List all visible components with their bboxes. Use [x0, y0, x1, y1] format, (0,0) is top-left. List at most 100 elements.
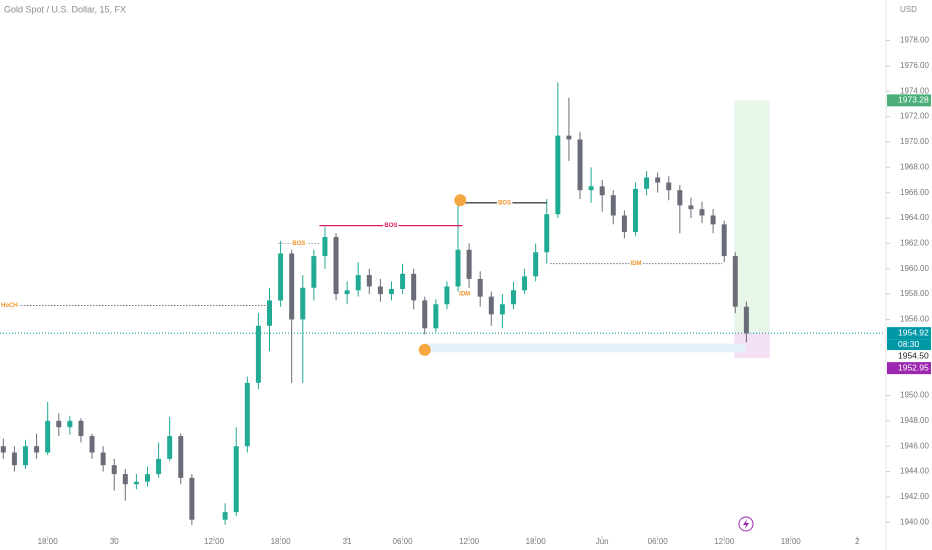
price-label-box [887, 94, 931, 107]
y-tick-label: 1944.00 [900, 467, 929, 476]
y-tick-label: 1978.00 [900, 36, 929, 45]
x-tick-label: Jun [596, 537, 609, 546]
y-tick-label: 1964.00 [900, 213, 929, 222]
lightning-icon[interactable] [738, 516, 754, 532]
structure-label: IDM [631, 261, 642, 267]
candle-body [621, 215, 627, 232]
y-tick-label: 1966.00 [900, 188, 929, 197]
y-tick-label: 1968.00 [900, 162, 929, 171]
candle-body [644, 177, 650, 189]
candle-body [300, 287, 306, 320]
candle-body [699, 209, 705, 216]
candle-body [444, 286, 450, 305]
candle-body [488, 296, 494, 315]
y-tick-label: 1948.00 [900, 416, 929, 425]
price-label-box [887, 327, 931, 340]
candle-body [732, 256, 738, 307]
y-tick-label: 1946.00 [900, 441, 929, 450]
y-tick-label: 1962.00 [900, 238, 929, 247]
x-tick-label: 2 [855, 537, 860, 546]
x-tick-label: 18:00 [271, 537, 292, 546]
candle-body [688, 205, 694, 210]
x-tick-label: 18:00 [781, 537, 802, 546]
candle-body [289, 253, 295, 320]
candle-body [655, 177, 661, 183]
candle-body [666, 182, 672, 191]
candle-body [566, 135, 572, 140]
candle-body [178, 436, 184, 478]
candle-body [233, 446, 239, 513]
candle-body [23, 446, 29, 466]
candle-body [455, 249, 461, 287]
candle-body [610, 195, 616, 216]
chart-title: Gold Spot / U.S. Dollar, 15, FX [4, 4, 126, 14]
structure-label: BOS [292, 241, 305, 247]
currency: USD [900, 5, 917, 14]
candle-body [433, 304, 439, 329]
candle-body [322, 237, 328, 257]
candle-body [677, 190, 683, 206]
x-tick-label: 12:00 [459, 537, 480, 546]
candle-body [122, 474, 128, 485]
x-tick-label: 31 [343, 537, 352, 546]
plot: HoCH BOS BOS BOS IDM IDM [0, 82, 885, 525]
candle-body [189, 477, 195, 520]
y-tick-label: 1974.00 [900, 86, 929, 95]
candle-body [344, 290, 350, 295]
y-tick-label: 1976.00 [900, 61, 929, 70]
countdown: 08:30 [898, 339, 920, 349]
y-tick-label: 1942.00 [900, 492, 929, 501]
x-tick-label: 12:00 [714, 537, 735, 546]
swing-point [418, 343, 431, 356]
candle-body [366, 275, 372, 287]
y-tick-label: 1970.00 [900, 137, 929, 146]
candle-body [67, 420, 73, 428]
candle-body [533, 252, 539, 277]
candle-body [244, 382, 250, 447]
candle-body [100, 452, 106, 466]
candle-body [167, 436, 173, 459]
y-tick-label: 1940.00 [900, 517, 929, 526]
candle-body [11, 452, 17, 466]
candle-body [0, 446, 6, 453]
zone [424, 343, 746, 353]
y-tick-label: 1958.00 [900, 289, 929, 298]
candle-body [34, 446, 40, 453]
candle-body [555, 135, 561, 215]
candle-body [377, 286, 383, 295]
y-tick-label: 1950.00 [900, 391, 929, 400]
y-tick-label: 1972.00 [900, 112, 929, 121]
candle-body [544, 214, 550, 253]
candle-body [266, 300, 272, 326]
candle-body [145, 474, 150, 482]
price-label-box [887, 350, 931, 363]
candle-body [499, 304, 505, 315]
price-label-box [887, 362, 931, 375]
candle-body [721, 224, 727, 257]
candle-body [133, 481, 139, 485]
candle-body [577, 139, 583, 191]
y-tick-label: 1960.00 [900, 264, 929, 273]
candle-body [78, 420, 84, 437]
x-tick-label: 06:00 [648, 537, 669, 546]
structure-label: HoCH [1, 303, 18, 309]
candle-body [111, 465, 117, 475]
candle-body [45, 420, 51, 453]
structure-label: BOS [384, 223, 397, 229]
price-label: 1952.95 [898, 362, 929, 372]
x-tick-label: 18:00 [526, 537, 547, 546]
candle-body [599, 186, 605, 196]
candle-body [56, 420, 62, 428]
candle-body [222, 512, 228, 520]
structure-label: BOS [498, 200, 511, 206]
candle-body [278, 253, 284, 301]
price-label: 1973.28 [898, 95, 929, 105]
candle-body [710, 215, 716, 225]
candle-body [311, 256, 317, 288]
candle-body [255, 325, 261, 383]
price-label: 1954.92 [898, 327, 929, 337]
x-tick-label: 30 [110, 537, 119, 546]
x-tick-label: 06:00 [393, 537, 414, 546]
